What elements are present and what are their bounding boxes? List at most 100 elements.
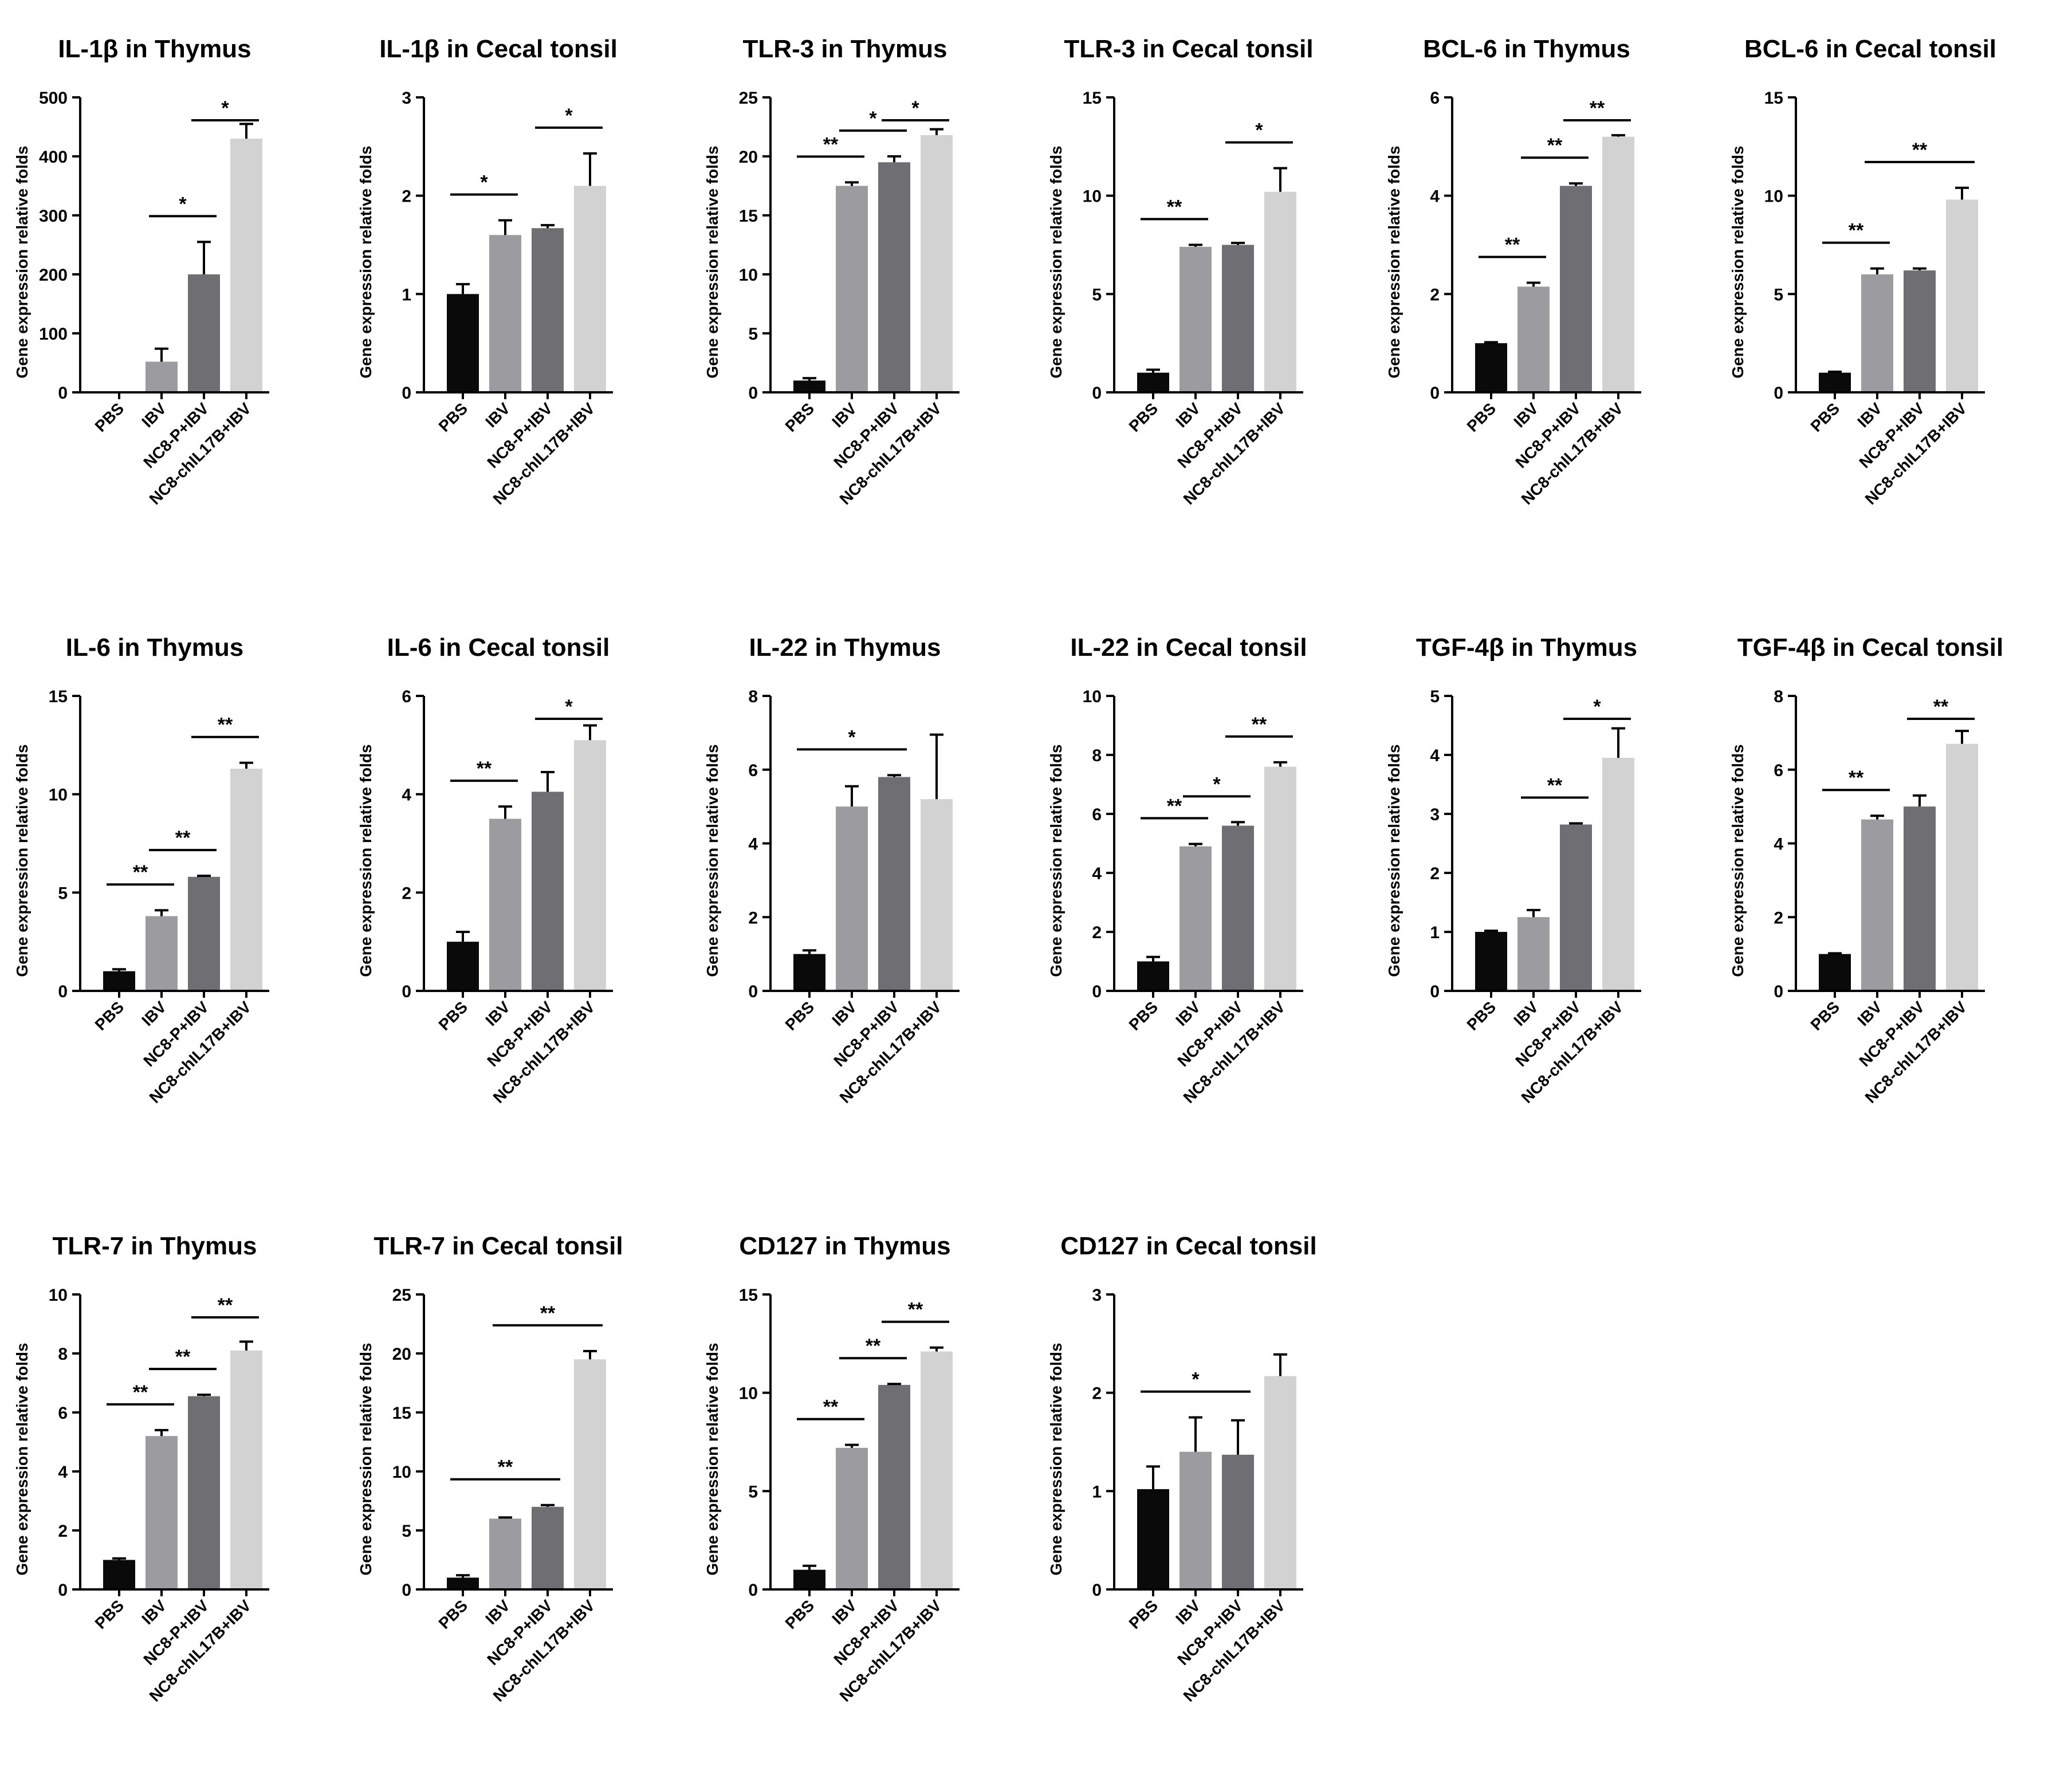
- y-tick-label: 4: [1774, 835, 1783, 854]
- y-tick-label: 3: [1092, 1286, 1102, 1305]
- bar-pbs: [793, 954, 825, 991]
- significance-label: **: [1505, 234, 1520, 256]
- bar-nc8-p+ibv: [1222, 825, 1254, 991]
- y-tick-label: 0: [1774, 384, 1783, 403]
- y-tick-label: 500: [39, 89, 68, 108]
- y-tick-label: 300: [39, 207, 68, 226]
- y-tick-label: 1: [402, 285, 411, 304]
- bar-nc8-p+ibv: [1222, 245, 1254, 392]
- y-tick-label: 0: [58, 384, 68, 403]
- y-tick-label: 15: [1764, 89, 1783, 108]
- bar-ibv: [1861, 819, 1893, 991]
- y-tick-label: 2: [1430, 864, 1440, 883]
- y-tick-label: 10: [392, 1463, 411, 1482]
- significance-label: **: [908, 1299, 923, 1321]
- significance-label: *: [1213, 773, 1221, 795]
- bar-nc8-chil17b+ibv: [921, 135, 953, 393]
- bar-nc8-p+ibv: [1560, 824, 1592, 991]
- x-tick-label: IBV: [482, 1596, 513, 1628]
- y-tick-label: 5: [748, 325, 758, 344]
- bar-nc8-p+ibv: [532, 228, 564, 392]
- y-tick-label: 4: [1430, 746, 1440, 765]
- significance-label: **: [1849, 767, 1864, 789]
- chart-title: TLR-3 in Thymus: [743, 35, 947, 63]
- y-tick-label: 100: [39, 325, 68, 344]
- significance-label: **: [498, 1457, 513, 1478]
- bar-nc8-chil17b+ibv: [230, 769, 262, 991]
- bar-ibv: [489, 818, 521, 991]
- x-tick-label: IBV: [1854, 399, 1885, 431]
- y-axis-label: Gene expression relative folds: [357, 744, 375, 977]
- y-axis-label: Gene expression relative folds: [13, 1343, 31, 1575]
- y-tick-label: 2: [1092, 923, 1102, 942]
- x-tick-label: IBV: [1172, 998, 1204, 1029]
- y-tick-label: 2: [402, 884, 411, 903]
- x-tick-label: IBV: [828, 1596, 860, 1628]
- y-tick-label: 0: [402, 384, 411, 403]
- significance-label: *: [565, 105, 573, 127]
- y-tick-label: 6: [58, 1404, 68, 1423]
- significance-label: **: [133, 861, 148, 883]
- y-tick-label: 400: [39, 148, 68, 167]
- y-tick-label: 6: [748, 761, 758, 780]
- y-tick-label: 10: [49, 786, 68, 805]
- bar-ibv: [1861, 274, 1893, 392]
- x-tick-label: IBV: [138, 998, 170, 1029]
- significance-label: **: [823, 133, 839, 155]
- bar-nc8-chil17b+ibv: [230, 139, 262, 392]
- chart-title: TLR-7 in Thymus: [53, 1232, 257, 1260]
- y-tick-label: 4: [402, 786, 411, 805]
- x-tick-label: PBS: [1464, 998, 1500, 1034]
- bar-ibv: [1179, 846, 1212, 991]
- y-tick-label: 6: [402, 687, 411, 706]
- significance-label: *: [1192, 1369, 1200, 1391]
- y-tick-label: 1: [1092, 1482, 1102, 1501]
- y-tick-label: 4: [58, 1463, 68, 1482]
- y-tick-label: 10: [739, 1384, 758, 1403]
- significance-label: **: [866, 1335, 881, 1357]
- y-axis-label: Gene expression relative folds: [1047, 145, 1065, 378]
- y-tick-label: 6: [1430, 89, 1440, 108]
- x-tick-label: PBS: [1126, 998, 1162, 1034]
- y-axis-label: Gene expression relative folds: [1729, 744, 1747, 977]
- bar-pbs: [447, 294, 479, 392]
- y-tick-label: 10: [49, 1286, 68, 1305]
- significance-label: **: [477, 758, 492, 780]
- y-tick-label: 4: [1430, 187, 1440, 206]
- y-tick-label: 10: [1083, 687, 1102, 706]
- y-axis-label: Gene expression relative folds: [357, 1343, 375, 1575]
- y-axis-label: Gene expression relative folds: [1047, 1343, 1065, 1575]
- bar-nc8-chil17b+ibv: [1602, 136, 1634, 392]
- y-tick-label: 5: [748, 1482, 758, 1501]
- bar-pbs: [103, 971, 135, 991]
- y-tick-label: 0: [1092, 982, 1102, 1001]
- significance-label: **: [1547, 135, 1563, 156]
- x-tick-label: IBV: [138, 399, 170, 431]
- y-tick-label: 10: [739, 266, 758, 285]
- x-tick-label: IBV: [828, 998, 860, 1029]
- y-tick-label: 0: [1430, 384, 1440, 403]
- y-tick-label: 2: [58, 1522, 68, 1541]
- y-tick-label: 0: [748, 982, 758, 1001]
- bar-pbs: [1475, 343, 1507, 392]
- significance-label: *: [565, 696, 573, 718]
- y-axis-label: Gene expression relative folds: [357, 145, 375, 378]
- chart-title: CD127 in Cecal tonsil: [1060, 1232, 1316, 1260]
- y-tick-label: 3: [1430, 805, 1440, 824]
- x-tick-label: IBV: [1510, 399, 1542, 431]
- bar-nc8-chil17b+ibv: [921, 1351, 953, 1589]
- bar-ibv: [836, 806, 868, 991]
- bar-ibv: [146, 916, 178, 991]
- chart-title: IL-1β in Thymus: [58, 35, 251, 63]
- x-tick-label: PBS: [1464, 399, 1500, 435]
- significance-label: **: [175, 1346, 191, 1368]
- bar-nc8-p+ibv: [878, 1384, 910, 1589]
- bar-pbs: [1475, 932, 1507, 991]
- x-tick-label: IBV: [1172, 1596, 1204, 1628]
- y-tick-label: 2: [1774, 908, 1783, 927]
- bar-ibv: [1517, 917, 1550, 991]
